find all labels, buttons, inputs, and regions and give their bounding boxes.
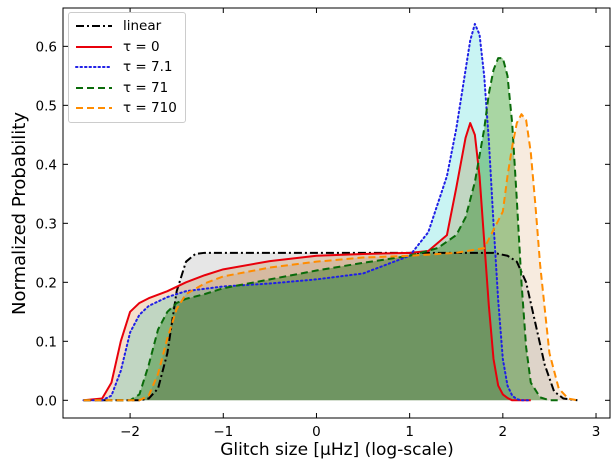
legend-entry: τ = 71 [75,78,177,99]
x-tick-label: −1 [213,424,233,440]
legend: linear τ = 0 τ = 7.1 τ = 71 τ = 710 [68,12,186,123]
axes-frame [62,7,611,419]
series-line-4 [83,113,578,402]
legend-label: τ = 0 [123,38,160,55]
legend-swatch [76,86,112,89]
x-tick-label: −2 [120,424,140,440]
legend-swatch [76,45,112,48]
x-tick-label: 3 [592,424,601,440]
axes-layer: −2 −1 0 1 2 3 0.0 0.1 0.2 0.3 0.4 0.5 0.6 [36,7,611,440]
legend-swatch [75,66,113,69]
x-tick-label: 0 [312,424,321,440]
y-tick-label: 0.1 [36,334,57,350]
legend-entry: linear [75,16,177,37]
series-line-1 [83,122,531,402]
y-tick-label: 0.6 [36,39,57,55]
y-tick-label: 0.4 [36,157,57,173]
x-tick-label: 2 [499,424,508,440]
series-fill-4 [83,114,578,401]
legend-label: linear [123,18,162,35]
y-tick-label: 0.5 [36,98,57,114]
legend-swatch [76,107,112,110]
legend-label: τ = 71 [123,79,169,96]
y-axis-label: Normalized Probability [8,111,30,315]
legend-entry: τ = 710 [75,98,177,119]
legend-entry: τ = 0 [75,37,177,58]
legend-label: τ = 710 [123,100,177,117]
series-line-3 [83,57,559,402]
fills-layer [83,23,578,401]
x-tick-label: 1 [405,424,414,440]
legend-entry: τ = 7.1 [75,57,177,78]
legend-label: τ = 7.1 [123,59,173,76]
y-tick-label: 0.3 [36,216,57,232]
x-axis-label: Glitch size [μHz] (log-scale) [220,440,454,460]
legend-swatch [76,25,112,28]
y-tick-label: 0.0 [36,393,57,409]
series-line-2 [82,22,532,402]
series-line-0 [83,251,578,402]
y-tick-label: 0.2 [36,275,57,291]
lines-layer [82,22,578,402]
